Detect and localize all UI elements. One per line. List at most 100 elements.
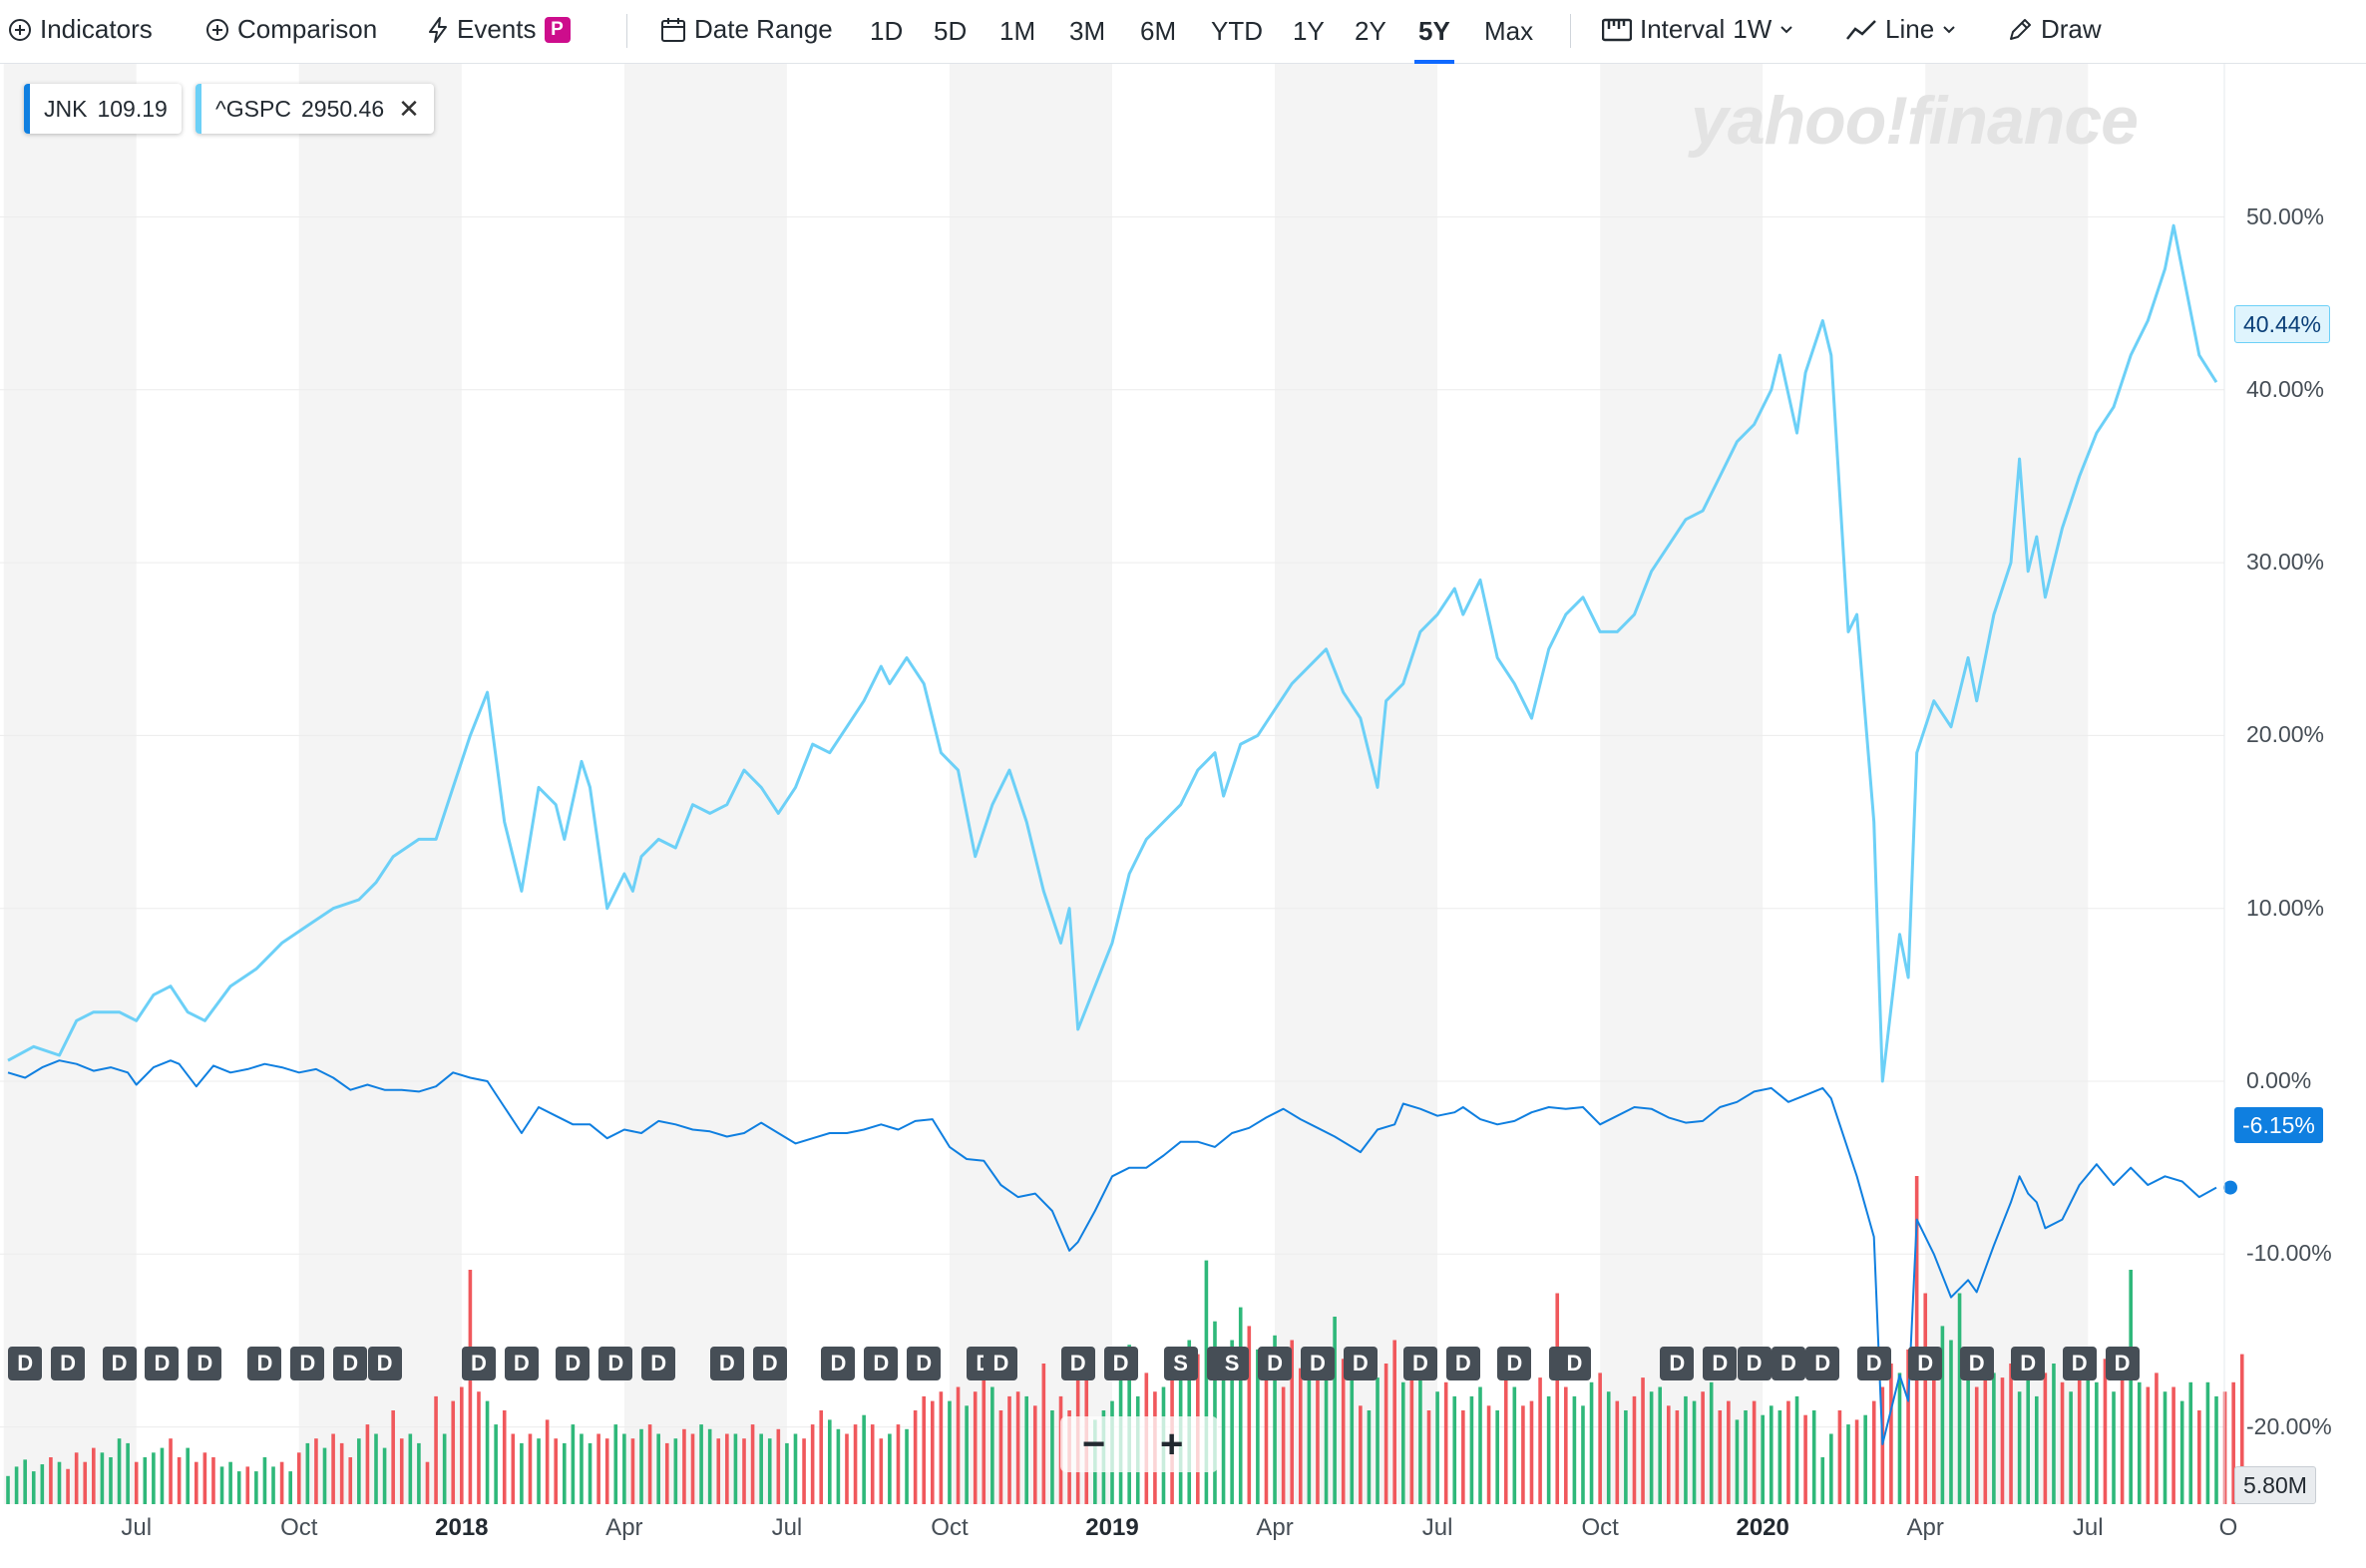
legend-gspc[interactable]: ^GSPC 2950.46 ✕ [196, 84, 434, 134]
volume-bar [845, 1433, 849, 1504]
dividend-event-marker[interactable]: D [1771, 1347, 1805, 1380]
dividend-event-marker[interactable]: D [1805, 1347, 1840, 1380]
chart-canvas[interactable] [0, 64, 2366, 1568]
dividend-event-marker[interactable]: D [290, 1347, 325, 1380]
volume-bar [134, 1461, 139, 1504]
dividend-event-marker[interactable]: D [1959, 1347, 1994, 1380]
volume-bar [1624, 1410, 1628, 1504]
dividend-event-marker[interactable]: D [1557, 1347, 1592, 1380]
dividend-event-marker[interactable]: D [1445, 1347, 1480, 1380]
dividend-event-marker[interactable]: D [1402, 1347, 1437, 1380]
dividend-event-marker[interactable]: D [2062, 1347, 2097, 1380]
comparison-button[interactable]: Comparison [205, 14, 377, 45]
dividend-event-marker[interactable]: D [1856, 1347, 1891, 1380]
y-tick-label: 40.00% [2246, 375, 2325, 402]
dividend-event-marker[interactable]: D [1258, 1347, 1293, 1380]
volume-bar [793, 1433, 798, 1504]
range-1y[interactable]: 1Y [1293, 16, 1325, 46]
legend-color-swatch [24, 84, 30, 134]
volume-bar [862, 1414, 866, 1504]
dividend-event-marker[interactable]: D [504, 1347, 539, 1380]
range-1d[interactable]: 1D [870, 16, 904, 46]
range-ytd[interactable]: YTD [1211, 16, 1263, 46]
volume-bar [57, 1461, 62, 1504]
dividend-event-marker[interactable]: D [864, 1347, 899, 1380]
indicators-button[interactable]: Indicators [8, 14, 153, 45]
x-tick-label: Oct [931, 1514, 969, 1541]
dividend-event-marker[interactable]: D [821, 1347, 856, 1380]
dividend-event-marker[interactable]: D [641, 1347, 676, 1380]
dividend-event-marker[interactable]: D [247, 1347, 282, 1380]
date-range-button[interactable]: Date Range [660, 14, 833, 45]
interval-dropdown[interactable]: Interval 1W [1602, 14, 1793, 45]
split-event-marker[interactable]: S [1215, 1347, 1250, 1380]
volume-bar [905, 1428, 909, 1504]
toolbar-divider [1570, 14, 1571, 48]
dividend-event-marker[interactable]: D [102, 1347, 137, 1380]
split-event-marker[interactable]: S [1163, 1347, 1198, 1380]
volume-bar [948, 1400, 952, 1504]
chart-type-dropdown[interactable]: Line [1845, 14, 1956, 45]
plus-circle-icon [9, 18, 31, 41]
dividend-event-marker[interactable]: D [1343, 1347, 1378, 1380]
volume-bar [2129, 1270, 2133, 1504]
range-3m[interactable]: 3M [1069, 16, 1106, 46]
dividend-event-marker[interactable]: D [752, 1347, 787, 1380]
range-5d[interactable]: 5D [934, 16, 968, 46]
volume-bar [305, 1442, 310, 1504]
volume-bar [2205, 1381, 2210, 1504]
volume-bar [571, 1424, 576, 1504]
interval-label: Interval [1640, 14, 1726, 44]
dividend-event-marker[interactable]: D [1300, 1347, 1335, 1380]
dividend-event-marker[interactable]: D [1497, 1347, 1532, 1380]
dividend-event-marker[interactable]: D [1660, 1347, 1695, 1380]
dividend-event-marker[interactable]: D [556, 1347, 591, 1380]
range-1m[interactable]: 1M [999, 16, 1036, 46]
dividend-event-marker[interactable]: D [1703, 1347, 1738, 1380]
dividend-event-marker[interactable]: D [1908, 1347, 1943, 1380]
volume-bar [1350, 1368, 1355, 1504]
month-band [1925, 64, 2089, 1504]
dividend-event-marker[interactable]: D [2105, 1347, 2140, 1380]
dividend-event-marker[interactable]: D [709, 1347, 744, 1380]
volume-bar [2077, 1368, 2082, 1504]
volume-bar [1316, 1364, 1320, 1504]
dividend-event-marker[interactable]: D [461, 1347, 496, 1380]
range-max[interactable]: Max [1484, 16, 1534, 46]
dividend-event-marker[interactable]: D [8, 1347, 43, 1380]
dividend-event-marker[interactable]: D [907, 1347, 942, 1380]
volume-bar [1649, 1391, 1654, 1504]
volume-bar [2112, 1391, 2116, 1504]
volume-bar [673, 1438, 678, 1504]
zoom-in-button[interactable]: + [1160, 1422, 1184, 1466]
dividend-event-marker[interactable]: D [51, 1347, 86, 1380]
dividend-event-marker[interactable]: D [1103, 1347, 1138, 1380]
dividend-event-marker[interactable]: D [333, 1347, 368, 1380]
range-2y[interactable]: 2Y [1355, 16, 1386, 46]
volume-bar [554, 1438, 559, 1504]
dividend-event-marker[interactable]: D [1737, 1347, 1772, 1380]
volume-bar [417, 1442, 421, 1504]
volume-bar [990, 1386, 994, 1504]
range-5y[interactable]: 5Y [1414, 16, 1454, 64]
dividend-event-marker[interactable]: D [598, 1347, 633, 1380]
draw-button[interactable]: Draw [2007, 14, 2102, 45]
dividend-event-marker[interactable]: D [188, 1347, 222, 1380]
volume-bar [374, 1433, 378, 1504]
volume-bar [2026, 1372, 2031, 1504]
events-label: Events [457, 14, 537, 44]
zoom-out-button[interactable]: − [1082, 1422, 1106, 1466]
range-6m[interactable]: 6M [1140, 16, 1177, 46]
dividend-event-marker[interactable]: D [2011, 1347, 2046, 1380]
legend-jnk[interactable]: JNK 109.19 [24, 84, 182, 134]
volume-bar [1290, 1340, 1295, 1504]
events-button[interactable]: Events P [427, 14, 571, 45]
volume-bar [785, 1442, 789, 1504]
dividend-event-marker[interactable]: D [1060, 1347, 1095, 1380]
dividend-event-marker[interactable]: D [984, 1347, 1018, 1380]
dividend-event-marker[interactable]: D [145, 1347, 180, 1380]
dividend-event-marker[interactable]: D [367, 1347, 402, 1380]
close-icon[interactable]: ✕ [398, 93, 420, 124]
volume-bar [810, 1424, 815, 1504]
volume-bar [1495, 1410, 1499, 1504]
